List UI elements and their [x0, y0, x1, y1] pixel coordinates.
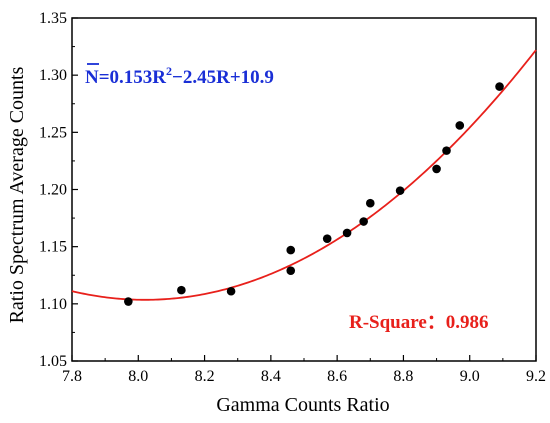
data-point — [359, 217, 368, 226]
y-axis: 1.05 1.10 1.15 1.20 1.25 1.30 1.35 — [39, 10, 78, 370]
y-tick-label: 1.10 — [39, 296, 67, 313]
x-tick-label: 8.6 — [327, 368, 347, 385]
fit-curve-group — [71, 49, 537, 301]
y-tick-label: 1.05 — [39, 353, 67, 370]
y-tick-label: 1.30 — [39, 67, 67, 84]
scatter-points — [124, 82, 504, 306]
data-point — [226, 286, 236, 296]
data-point — [124, 297, 133, 306]
equation-main: =0.153R — [99, 67, 167, 88]
data-point — [432, 164, 441, 174]
data-point — [365, 198, 375, 208]
x-tick-label: 7.8 — [62, 368, 82, 385]
data-point — [395, 186, 405, 195]
data-point — [286, 245, 296, 255]
data-point — [455, 121, 465, 130]
x-tick-label: 8.4 — [261, 368, 281, 385]
data-point — [495, 82, 504, 91]
y-tick-label: 1.25 — [39, 124, 67, 141]
equation-n-bar: N — [85, 67, 99, 88]
data-point — [442, 146, 451, 155]
data-point — [177, 285, 186, 295]
fit-equation: N=0.153R2−2.45R+10.9 — [85, 64, 274, 88]
data-point — [342, 228, 352, 238]
data-point — [322, 234, 332, 243]
data-point — [286, 266, 296, 275]
x-axis-title: Gamma Counts Ratio — [216, 394, 389, 416]
y-tick-label: 1.15 — [39, 239, 67, 256]
fit-curve — [71, 49, 537, 301]
x-tick-label: 8.0 — [128, 368, 148, 385]
y-axis-title: Ratio Spectrum Average Counts — [6, 66, 28, 323]
r-square-label: R-Square：0.986 — [349, 312, 489, 333]
y-tick-label: 1.35 — [39, 10, 67, 27]
y-tick-label: 1.20 — [39, 182, 67, 199]
x-tick-label: 8.2 — [195, 368, 215, 385]
x-axis: 7.8 8.0 8.2 8.4 8.6 8.8 9.0 9.2 — [62, 355, 546, 385]
equation-superscript: 2 — [166, 64, 172, 78]
equation-rest: −2.45R+10.9 — [172, 67, 274, 88]
x-tick-label: 8.8 — [393, 368, 413, 385]
x-tick-label: 9.0 — [460, 368, 480, 385]
x-tick-label: 9.2 — [526, 368, 546, 385]
